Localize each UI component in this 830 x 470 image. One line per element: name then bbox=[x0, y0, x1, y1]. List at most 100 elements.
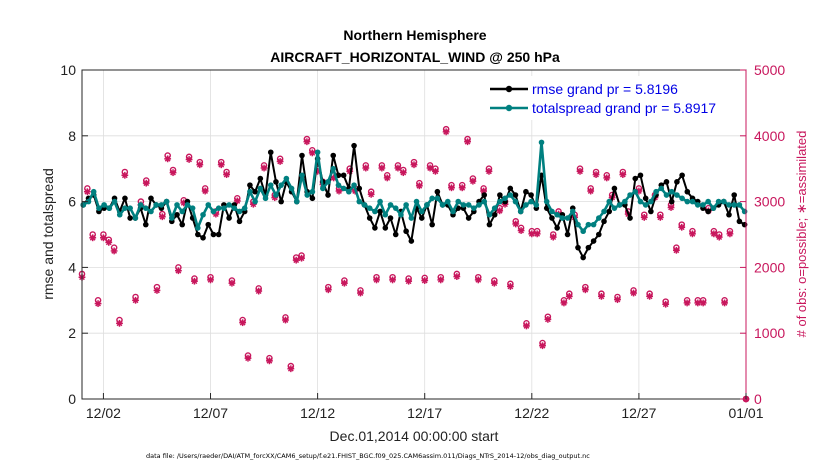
obs-assimilated-point-72 bbox=[474, 276, 482, 284]
x-axis-label: Dec.01,2014 00:00:00 start bbox=[330, 428, 499, 444]
asterisk-stroke-3 bbox=[534, 230, 541, 237]
series-0-point-97 bbox=[585, 244, 592, 251]
series-1-point-121 bbox=[710, 205, 717, 211]
obs-assimilated-point-113 bbox=[694, 299, 702, 307]
obs-assimilated-point-92 bbox=[581, 286, 589, 294]
asterisk-stroke-3 bbox=[282, 317, 289, 323]
series-1-point-44 bbox=[309, 188, 316, 195]
left-tick-label-5: 10 bbox=[60, 62, 76, 78]
x-tick-label-5: 12/27 bbox=[621, 405, 656, 421]
obs-assimilated-point-7 bbox=[116, 319, 123, 327]
series-1-point-35 bbox=[262, 195, 269, 202]
obs-assimilated-point-32 bbox=[260, 164, 268, 172]
obs-assimilated-point-94 bbox=[592, 171, 600, 179]
series-1-point-73 bbox=[460, 202, 467, 208]
obs-assimilated-point-96 bbox=[603, 174, 611, 182]
series-0-point-101 bbox=[606, 208, 613, 215]
series-0-point-68 bbox=[434, 188, 441, 195]
series-1-point-60 bbox=[392, 205, 399, 211]
asterisk-stroke-3 bbox=[421, 277, 428, 284]
obs-assimilated-point-16 bbox=[174, 267, 182, 275]
obs-assimilated-point-47 bbox=[340, 279, 348, 287]
asterisk-stroke-3 bbox=[443, 128, 450, 135]
series-0-point-18 bbox=[174, 211, 180, 218]
asterisk-stroke-3 bbox=[298, 255, 305, 262]
asterisk-stroke-3 bbox=[561, 300, 567, 306]
obs-assimilated-point-9 bbox=[132, 296, 139, 304]
asterisk-stroke-3 bbox=[341, 280, 348, 287]
right-tick-label-2: 2000 bbox=[754, 259, 785, 275]
asterisk-stroke-3 bbox=[207, 276, 214, 283]
series-1-point-69 bbox=[439, 202, 446, 208]
asterisk-stroke-3 bbox=[362, 165, 369, 171]
asterisk-stroke-3 bbox=[154, 287, 160, 294]
right-tick-label-5: 5000 bbox=[754, 62, 785, 78]
asterisk-stroke-3 bbox=[582, 286, 589, 293]
obs-assimilated-point-20 bbox=[196, 161, 204, 169]
series-0-point-58 bbox=[382, 225, 389, 231]
asterisk-stroke-3 bbox=[191, 278, 198, 285]
asterisk-stroke-3 bbox=[539, 342, 546, 349]
obs-assimilated-point-46 bbox=[335, 187, 343, 195]
series-0-point-115 bbox=[679, 172, 685, 179]
asterisk-stroke-3 bbox=[196, 161, 203, 168]
asterisk-stroke-3 bbox=[614, 296, 621, 303]
obs-assimilated-point-53 bbox=[373, 276, 380, 284]
obs-assimilated-point-103 bbox=[640, 213, 648, 221]
asterisk-stroke-3 bbox=[432, 168, 439, 175]
series-1-point-32 bbox=[247, 188, 253, 195]
series-0-point-59 bbox=[387, 215, 394, 221]
series-1-point-4 bbox=[101, 202, 107, 208]
series-1-point-22 bbox=[195, 225, 201, 231]
series-0-point-93 bbox=[564, 231, 571, 238]
obs-assimilated-point-106 bbox=[656, 213, 664, 221]
x-tick-label-2: 12/12 bbox=[300, 405, 335, 421]
obs-assimilated-point-70 bbox=[464, 138, 471, 146]
series-1-point-115 bbox=[679, 195, 685, 202]
series-1-point-39 bbox=[283, 175, 290, 182]
asterisk-stroke-3 bbox=[89, 234, 96, 241]
asterisk-stroke-3 bbox=[202, 188, 209, 194]
series-0-point-42 bbox=[299, 152, 305, 159]
series-0-point-33 bbox=[252, 188, 258, 195]
series-1-point-13 bbox=[148, 208, 154, 215]
series-0-point-9 bbox=[127, 215, 133, 221]
series-1-point-65 bbox=[418, 208, 425, 215]
right-tick-label-4: 4000 bbox=[754, 128, 785, 144]
obs-assimilated-point-41 bbox=[308, 149, 316, 157]
asterisk-stroke-3 bbox=[603, 175, 610, 181]
obs-assimilated-point-66 bbox=[442, 128, 450, 136]
y-axis-right-label: # of obs: o=possible; ∗=assimilated bbox=[794, 131, 809, 338]
series-1-point-49 bbox=[335, 182, 342, 188]
asterisk-stroke-3 bbox=[453, 273, 460, 280]
series-0-point-105 bbox=[627, 215, 633, 221]
obs-assimilated-point-76 bbox=[496, 207, 504, 215]
series-0-point-24 bbox=[205, 221, 212, 228]
series-1-point-67 bbox=[429, 195, 435, 202]
asterisk-stroke-3 bbox=[245, 355, 251, 362]
asterisk-stroke-3 bbox=[475, 276, 482, 283]
series-0-point-82 bbox=[507, 185, 514, 192]
series-1-point-36 bbox=[267, 182, 274, 188]
obs-assimilated-point-74 bbox=[485, 167, 493, 175]
legend-marker-totalspread bbox=[505, 104, 513, 112]
obs-assimilated-point-116 bbox=[710, 230, 718, 238]
x-tick-label-6: 01/01 bbox=[728, 405, 763, 421]
asterisk-stroke-3 bbox=[619, 171, 626, 178]
series-1-point-117 bbox=[689, 198, 696, 205]
asterisk-stroke-3 bbox=[378, 165, 385, 171]
series-1-point-54 bbox=[361, 202, 368, 208]
series-0-point-125 bbox=[731, 192, 737, 198]
series-0-point-99 bbox=[596, 231, 602, 238]
asterisk-stroke-3 bbox=[646, 293, 653, 300]
obs-assimilated-point-19 bbox=[191, 277, 198, 285]
series-1-point-90 bbox=[549, 208, 555, 215]
series-1-point-29 bbox=[231, 205, 238, 211]
obs-assimilated-point-89 bbox=[565, 292, 573, 300]
obs-assimilated-point-118 bbox=[721, 299, 728, 307]
left-axis: 0 2 4 6 8 10 bbox=[60, 62, 88, 407]
obs-assimilated-point-62 bbox=[421, 277, 429, 284]
legend: rmse grand pr = 5.8196 totalspread grand… bbox=[485, 76, 742, 120]
series-1-point-0 bbox=[80, 202, 87, 208]
obs-assimilated-point-111 bbox=[683, 299, 691, 307]
